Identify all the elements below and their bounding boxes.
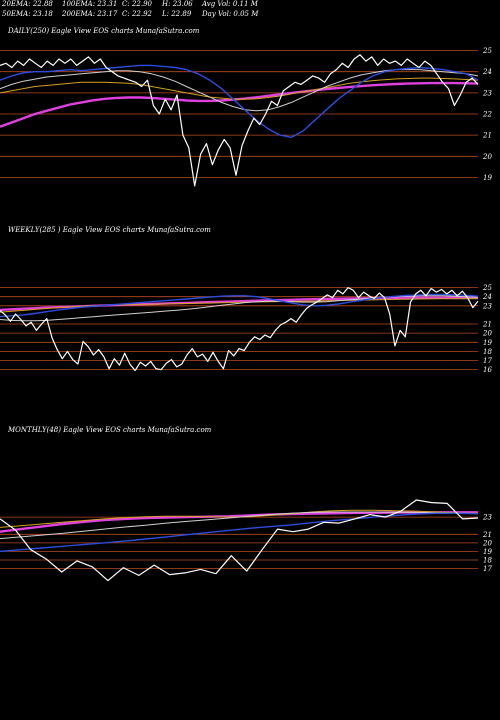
- weekly-price-line: [0, 287, 479, 372]
- daily-ema20-line: [0, 64, 479, 139]
- weekly-tick-label: 20: [482, 330, 492, 338]
- weekly-tick-label: 16: [483, 366, 492, 374]
- weekly-tick-label: 19: [483, 339, 492, 347]
- monthly-tick-label: 23: [482, 514, 492, 522]
- daily-tick-label: 23: [482, 89, 492, 97]
- weekly-tick-label: 23: [482, 302, 492, 310]
- header-day-vol: Day Vol: 0.05 M: [202, 10, 259, 18]
- weekly-tick-label: 25: [482, 284, 492, 292]
- weekly-ema20-line: [0, 293, 479, 318]
- header-close-2: C: 22.92: [122, 10, 152, 18]
- weekly-tick-label: 18: [483, 348, 492, 356]
- daily-panel-label: DAILY(250) Eagle View EOS charts MunafaS…: [8, 27, 200, 35]
- header-ema20: 20EMA: 22.88: [2, 0, 53, 8]
- header-low: L: 22.89: [162, 10, 192, 18]
- daily-tick-label: 20: [482, 153, 492, 161]
- header-ema50: 50EMA: 23.18: [2, 10, 53, 18]
- monthly-tick-label: 19: [483, 548, 492, 556]
- daily-price-line: [0, 54, 479, 187]
- header-ema100: 100EMA: 23.31: [62, 0, 118, 8]
- daily-ema100-line: [0, 77, 479, 100]
- header-close-1: C: 22.90: [122, 0, 152, 8]
- daily-tick-label: 24: [482, 68, 492, 76]
- header-ema200: 200EMA: 23.17: [62, 10, 118, 18]
- weekly-panel-label: WEEKLY(285 ) Eagle View EOS charts Munaf…: [8, 226, 211, 234]
- monthly-tick-label: 17: [483, 565, 492, 573]
- daily-tick-label: 19: [483, 174, 492, 182]
- monthly-tick-label: 18: [483, 557, 492, 565]
- monthly-tick-label: 21: [482, 531, 492, 539]
- header-avg-vol: Avg Vol: 0.11 M: [202, 0, 258, 8]
- daily-tick-label: 22: [482, 111, 492, 119]
- monthly-tick-label: 20: [482, 539, 492, 547]
- weekly-tick-label: 21: [482, 321, 492, 329]
- weekly-ema100-line: [0, 298, 479, 313]
- daily-tick-label: 21: [482, 132, 492, 140]
- daily-tick-label: 25: [482, 47, 492, 55]
- weekly-tick-label: 17: [483, 357, 492, 365]
- header-high: H: 23.06: [162, 0, 193, 8]
- monthly-panel-label: MONTHLY(48) Eagle View EOS charts Munafa…: [8, 426, 212, 434]
- weekly-tick-label: 24: [482, 293, 492, 301]
- monthly-ema20-line: [0, 512, 479, 553]
- monthly-price-line: [0, 499, 479, 582]
